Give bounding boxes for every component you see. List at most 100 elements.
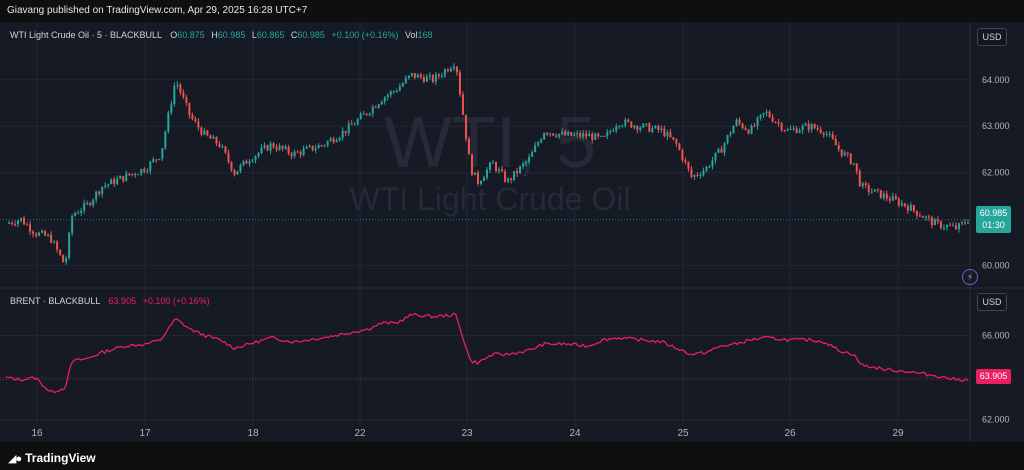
volume-label: Vol [405,30,418,40]
wti-candle-body [780,123,783,131]
wti-candle-body [425,76,428,82]
wti-candle-body [365,113,368,115]
lightning-icon[interactable]: ⚡ [962,269,978,285]
wti-candle-body [71,215,74,233]
wti-candle-body [666,132,669,137]
wti-candle-body [377,104,380,108]
wti-candle-body [828,134,831,136]
wti-candle-body [170,104,173,113]
wti-candle-body [29,224,32,232]
wti-candle-body [954,225,957,230]
wti-candle-body [17,220,20,225]
wti-candle-body [449,68,452,72]
wti-candle-body [825,134,828,136]
wti-candle-body [633,125,636,128]
wti-currency-button[interactable]: USD [977,28,1007,46]
wti-candle-body [362,113,365,115]
wti-candle-body [630,121,633,128]
brent-currency-button[interactable]: USD [977,293,1007,311]
wti-candle-body [74,213,77,216]
wti-candle-body [428,75,431,77]
wti-candle-body [383,97,386,102]
wti-candle-body [513,171,516,181]
wti-candle-body [254,156,257,161]
wti-candle-body [38,232,41,236]
wti-candle-body [531,152,534,157]
wti-candle-body [110,179,113,185]
wti-candle-body [897,199,900,206]
wti-candle-body [410,73,413,76]
wti-candle-body [230,161,233,171]
wti-candle-body [86,202,89,204]
wti-candle-body [266,145,269,151]
wti-symbol-title[interactable]: WTI Light Crude Oil · 5 · BLACKBULL [10,30,162,40]
wti-candle-body [149,161,152,171]
wti-candle-body [648,123,651,132]
wti-candle-body [891,196,894,201]
wti-candle-body [729,133,732,136]
wti-y-tick-label: 64.000 [982,75,1010,85]
wti-candle-body [125,173,128,182]
wti-candle-body [735,119,738,126]
wti-candle-body [359,113,362,120]
wti-candle-body [645,123,648,125]
wti-candle-body [636,125,639,130]
wti-candle-body [816,128,819,130]
wti-candle-body [290,153,293,157]
wti-candle-body [804,123,807,126]
publisher-caption: Giavang published on TradingView.com, Ap… [7,5,308,16]
brent-symbol-title[interactable]: BRENT · BLACKBULL [10,296,101,306]
wti-candle-body [510,178,513,181]
wti-candle-body [32,231,35,234]
wti-candle-body [65,258,68,263]
wti-candle-body [591,134,594,141]
wti-candle-body [843,152,846,156]
wti-candle-body [837,145,840,150]
wti-candle-body [810,124,813,130]
wti-candle-body [798,130,801,133]
wti-candle-body [732,125,735,134]
wti-candle-body [395,90,398,92]
wti-candle-body [143,168,146,172]
wti-candle-body [239,164,242,172]
chart-canvas[interactable]: 16 17 18 22 23 24 25 26 29 64.000 63.000 62.000 60.0… [0,22,1024,442]
wti-candle-body [759,114,762,118]
wti-candle-body [588,134,591,137]
wti-candle-body [537,142,540,146]
wti-candle-body [603,136,606,138]
wti-candle-body [654,125,657,129]
wti-candle-body [212,136,215,139]
tradingview-brand[interactable]: ◢● TradingView [8,451,96,465]
chart-area[interactable]: 16 17 18 22 23 24 25 26 29 64.000 63.000 62.000 60.0… [0,22,1024,442]
wti-candle-body [251,160,254,162]
wti-candle-body [464,114,467,139]
wti-candle-body [443,69,446,76]
publisher-bar: Giavang published on TradingView.com, Ap… [0,0,1024,22]
wti-candle-body [711,160,714,167]
wti-candle-body [260,147,263,153]
wti-candles [8,63,969,265]
wti-candle-body [476,172,479,184]
wti-candle-body [738,119,741,124]
wti-candle-body [161,148,164,159]
wti-candle-body [870,191,873,193]
wti-candle-body [431,75,434,82]
wti-candle-body [47,234,50,236]
wti-candle-body [404,78,407,84]
wti-candle-body [338,137,341,141]
wti-candle-body [467,138,470,155]
wti-candle-body [585,133,588,137]
wti-candle-body [320,145,323,147]
wti-candle-body [470,154,473,175]
wti-candle-body [522,163,525,167]
x-tick-label: 25 [677,428,689,439]
wti-candle-body [257,152,260,157]
tradingview-logo-icon: ◢● [8,453,22,465]
wti-candle-body [23,217,26,225]
wti-candle-body [867,185,870,192]
wti-candle-body [152,159,155,162]
wti-candle-body [26,224,29,226]
wti-candle-body [627,119,630,122]
wti-candle-body [813,124,816,129]
wti-candle-body [960,222,963,224]
